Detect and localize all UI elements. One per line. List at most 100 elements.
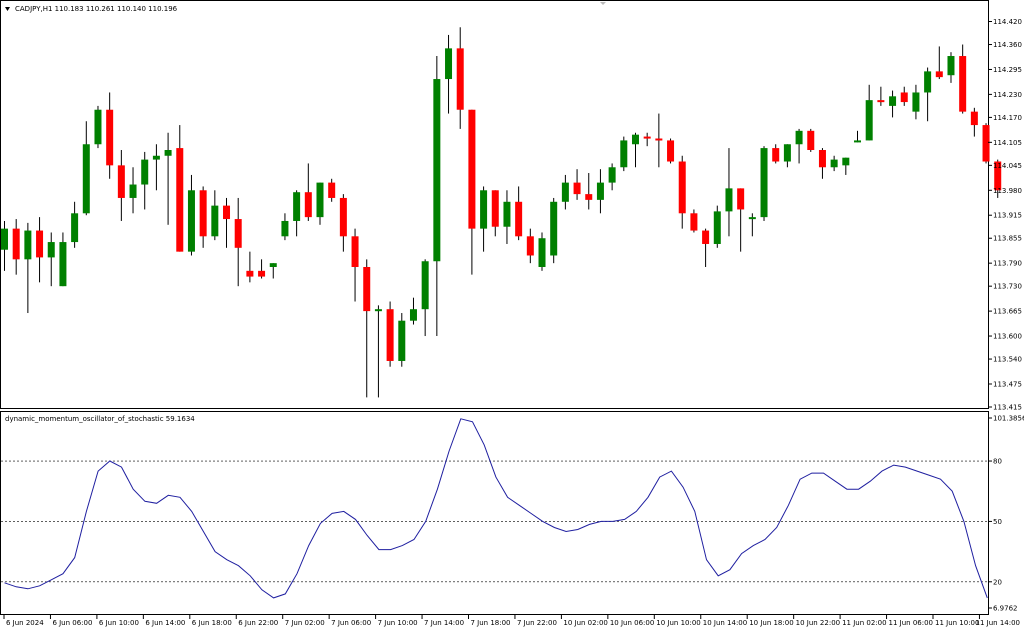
- indicator-tick-label: 101.3856: [993, 415, 1024, 423]
- candle: [117, 150, 125, 221]
- candle-body: [503, 201, 511, 227]
- candle-body: [152, 155, 160, 160]
- candle: [269, 263, 277, 279]
- candle: [818, 148, 826, 179]
- candle: [713, 205, 721, 248]
- price-tick-label: 114.170: [993, 114, 1022, 122]
- time-tick-label: 11 Jun 10:00: [935, 619, 979, 627]
- candle: [386, 301, 394, 367]
- candle-body: [293, 192, 301, 221]
- candle: [596, 169, 604, 214]
- candle-body: [445, 48, 453, 80]
- candle: [106, 92, 114, 179]
- candle: [141, 151, 149, 210]
- candle-body: [795, 130, 803, 145]
- candle: [643, 132, 651, 147]
- candle: [877, 86, 885, 106]
- candle-body: [643, 136, 651, 139]
- candle: [24, 222, 32, 314]
- candle: [807, 128, 815, 152]
- symbol-header: CADJPY,H1 110.183 110.261 110.140 110.19…: [15, 5, 178, 13]
- candle-body: [783, 144, 791, 162]
- candle: [889, 90, 897, 118]
- candle-body: [456, 48, 464, 110]
- candle-body: [117, 165, 125, 198]
- candle-body: [877, 100, 885, 103]
- candle: [223, 197, 231, 248]
- candle: [748, 213, 756, 237]
- candle-body: [760, 148, 768, 218]
- candle-body: [889, 96, 897, 106]
- candle: [608, 163, 616, 191]
- candle-body: [24, 230, 32, 260]
- price-tick-label: 113.730: [993, 283, 1022, 291]
- candle-body: [480, 190, 488, 229]
- candle: [515, 186, 523, 241]
- price-panel[interactable]: CADJPY,H1 110.183 110.261 110.140 110.19…: [0, 0, 1002, 409]
- candle: [374, 305, 382, 398]
- candle-body: [141, 159, 149, 185]
- candle-body: [176, 148, 184, 252]
- candle-body: [164, 150, 172, 156]
- candle: [573, 169, 581, 200]
- candle-body: [561, 182, 569, 202]
- candle-body: [59, 242, 67, 287]
- candle: [316, 182, 324, 225]
- price-tick-label: 113.540: [993, 356, 1022, 364]
- indicator-title: dynamic_momentum_oscillator_of_stochasti…: [5, 415, 195, 423]
- candle-body: [47, 242, 55, 258]
- candle-body: [1, 228, 8, 250]
- price-tick-label: 114.230: [993, 91, 1022, 99]
- candle-body: [468, 109, 476, 229]
- candle-body: [573, 182, 581, 195]
- chart-shift-icon[interactable]: [600, 2, 606, 5]
- candle: [164, 132, 172, 225]
- indicator-axis: 101.3856 80 50 20 6.9762: [988, 415, 1024, 613]
- candle: [783, 144, 791, 168]
- candle-body: [818, 150, 826, 168]
- time-tick-label: 7 Jun 10:00: [378, 619, 418, 627]
- candle: [631, 132, 639, 168]
- candle-body: [433, 79, 441, 262]
- candle-body: [526, 236, 534, 256]
- candle: [409, 297, 417, 325]
- indicator-levels: [1, 460, 988, 583]
- candle-body: [409, 309, 417, 321]
- candle: [924, 67, 932, 122]
- candle: [865, 84, 873, 141]
- candle-body: [935, 71, 943, 78]
- candle-body: [982, 125, 990, 162]
- candle: [854, 130, 862, 143]
- candle-body: [865, 100, 873, 141]
- candle-body: [339, 197, 347, 237]
- time-tick-label: 10 Jun 14:00: [703, 619, 747, 627]
- candle-body: [363, 266, 371, 312]
- candle-body: [667, 140, 675, 162]
- candle-body: [386, 309, 394, 361]
- time-tick-label: 10 Jun 06:00: [610, 619, 654, 627]
- candle-body: [655, 138, 663, 141]
- candle: [830, 155, 838, 172]
- time-tick-label: 6 Jun 2024: [6, 619, 44, 627]
- candle: [912, 84, 920, 120]
- candle: [59, 232, 67, 287]
- time-tick-label: 7 Jun 22:00: [517, 619, 557, 627]
- candle: [328, 178, 336, 202]
- indicator-tick-label: 20: [993, 578, 1002, 586]
- candle-body: [223, 205, 231, 220]
- price-tick-label: 113.980: [993, 187, 1022, 195]
- time-tick-label: 7 Jun 06:00: [331, 619, 371, 627]
- time-tick-label: 11 Jun 14:00: [976, 619, 1020, 627]
- candle-body: [947, 56, 955, 76]
- candle: [211, 190, 219, 241]
- time-tick-label: 7 Jun 14:00: [424, 619, 464, 627]
- price-tick-label: 113.665: [993, 308, 1022, 316]
- time-tick-label: 11 Jun 06:00: [889, 619, 933, 627]
- candle: [433, 56, 441, 337]
- indicator-panel[interactable]: dynamic_momentum_oscillator_of_stochasti…: [0, 411, 989, 615]
- candle: [187, 174, 195, 256]
- candle-body: [924, 71, 932, 93]
- candle: [445, 34, 453, 114]
- menu-triangle-icon[interactable]: [5, 7, 10, 11]
- candle: [71, 201, 79, 248]
